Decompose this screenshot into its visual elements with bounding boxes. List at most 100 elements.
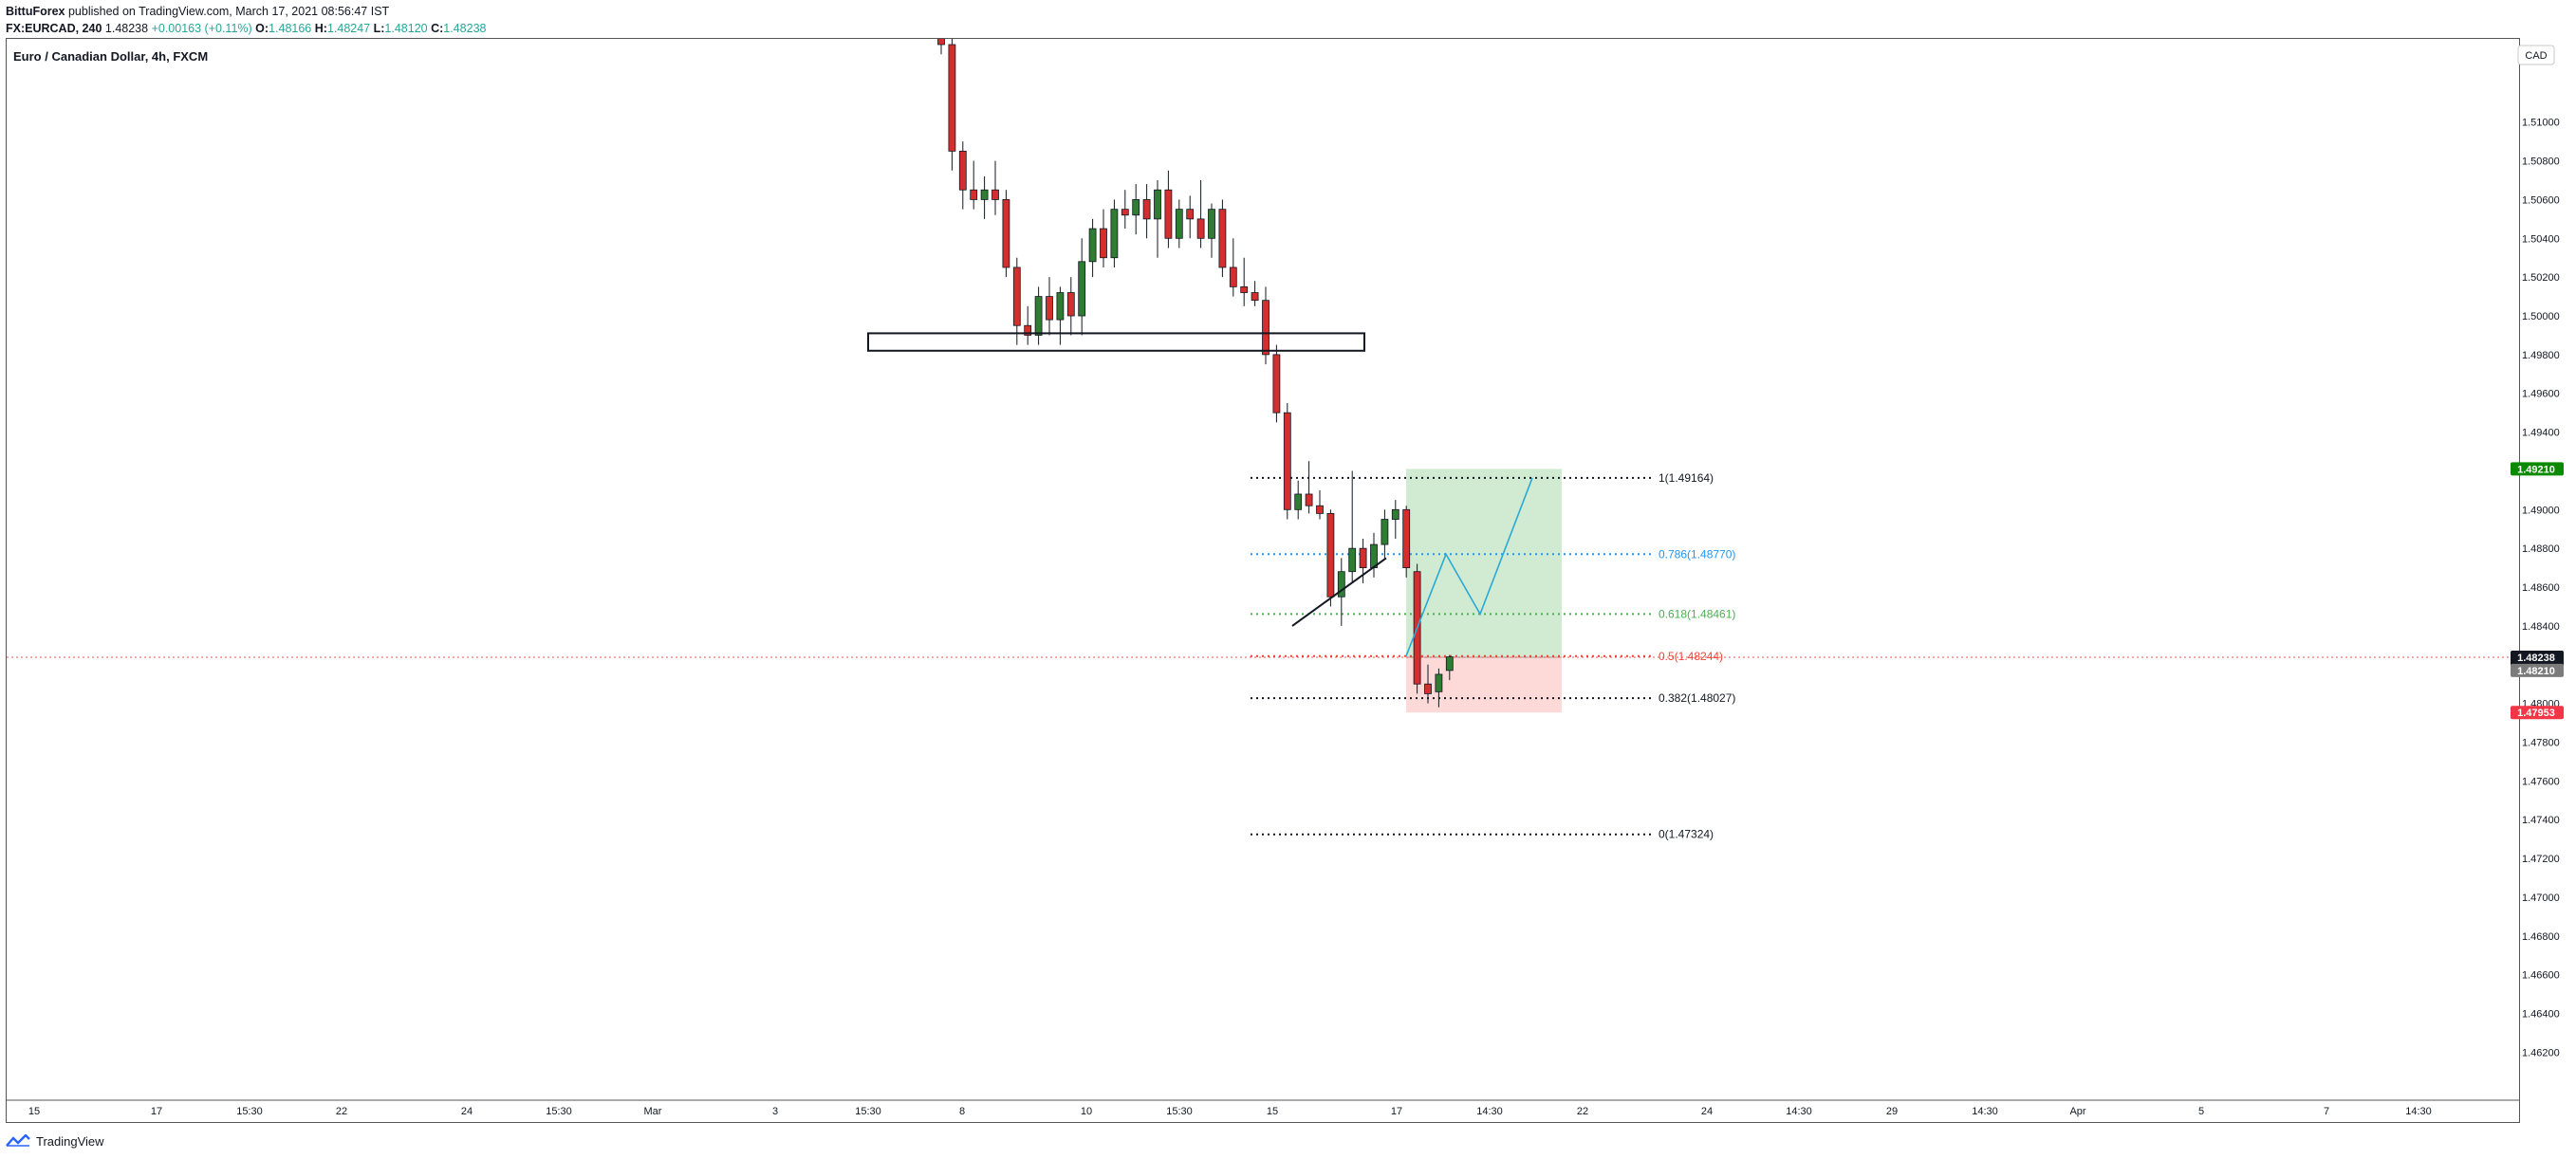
time-tick-label: 14:30 bbox=[1476, 1106, 1503, 1117]
candle-down bbox=[1186, 209, 1195, 220]
candle-down bbox=[1359, 547, 1367, 569]
time-tick-label: 24 bbox=[461, 1106, 473, 1117]
candle-down bbox=[1066, 292, 1075, 317]
close-value: 1.48238 bbox=[443, 22, 487, 35]
candles bbox=[937, 39, 1454, 708]
tradingview-logo-icon[interactable] bbox=[6, 1134, 30, 1148]
time-tick-label: 15 bbox=[28, 1106, 40, 1117]
drawings bbox=[867, 332, 1533, 657]
time-tick-label: 15:30 bbox=[236, 1106, 263, 1117]
candle bbox=[1034, 286, 1043, 345]
time-tick-label: 29 bbox=[1886, 1106, 1898, 1117]
time-tick-label: 3 bbox=[772, 1106, 778, 1117]
price-tick-label: 1.50000 bbox=[2522, 311, 2560, 322]
price-tag-target: 1.49210 bbox=[2511, 462, 2564, 476]
candle-down bbox=[1002, 199, 1010, 268]
price-tick-label: 1.47000 bbox=[2522, 892, 2560, 904]
candle bbox=[1218, 199, 1227, 278]
footer: TradingView bbox=[6, 1131, 104, 1151]
candle-down bbox=[1283, 412, 1291, 510]
candle-down bbox=[1196, 218, 1205, 239]
price-tick-label: 1.50800 bbox=[2522, 156, 2560, 168]
candle-down bbox=[1012, 267, 1021, 326]
chart-title: Euro / Canadian Dollar, 4h, FXCM bbox=[13, 49, 208, 64]
candle-up bbox=[1208, 209, 1215, 239]
candle-down bbox=[991, 189, 999, 200]
candle bbox=[1391, 500, 1399, 539]
currency-box[interactable] bbox=[2517, 45, 2555, 65]
candle bbox=[1272, 344, 1281, 423]
candle bbox=[1208, 203, 1215, 258]
candle-down bbox=[1024, 324, 1032, 336]
candle-up bbox=[980, 189, 989, 200]
price-tag-label: 1.48210 bbox=[2517, 666, 2555, 677]
position-zones bbox=[7, 469, 2519, 713]
trendline bbox=[1291, 557, 1387, 627]
footer-brand[interactable]: TradingView bbox=[36, 1133, 104, 1149]
candle-up bbox=[1034, 296, 1043, 336]
projection-path bbox=[1405, 477, 1533, 657]
candle-down bbox=[1121, 209, 1129, 216]
candle bbox=[1240, 257, 1249, 306]
price-tick-label: 1.49000 bbox=[2522, 505, 2560, 516]
price-tick-label: 1.46400 bbox=[2522, 1008, 2560, 1020]
candle bbox=[1294, 480, 1303, 520]
time-tick-label: 22 bbox=[1577, 1106, 1588, 1117]
candle-up bbox=[1056, 292, 1065, 321]
symbol-line: FX:EURCAD, 240 bbox=[6, 22, 102, 35]
author-name[interactable]: BittuForex bbox=[6, 5, 65, 18]
candle bbox=[1370, 532, 1378, 578]
candle-up bbox=[1391, 508, 1399, 520]
price-tag-bg bbox=[2511, 706, 2564, 720]
time-axis: 15 17 15:30 22 24 15:30 Mar 3 15:30 8 10 15:30 15 17 1… bbox=[7, 1099, 2519, 1117]
candle-down bbox=[1272, 354, 1281, 414]
chart-frame bbox=[6, 38, 2520, 1123]
price-tick-label: 1.47600 bbox=[2522, 776, 2560, 787]
fib-label-0.382: 0.382(1.48027) bbox=[1659, 691, 1735, 705]
candle bbox=[1229, 238, 1237, 297]
candle-down bbox=[1229, 267, 1237, 287]
price-tick-label: 1.48400 bbox=[2522, 621, 2560, 633]
price-tag-label: 1.47953 bbox=[2517, 708, 2555, 719]
candle bbox=[1348, 470, 1357, 583]
price-tag-bg bbox=[2511, 663, 2564, 677]
candle-down bbox=[1262, 300, 1269, 356]
candle-up bbox=[1154, 189, 1161, 220]
candle-down bbox=[1402, 508, 1411, 569]
candle bbox=[1154, 180, 1161, 258]
candle bbox=[1337, 558, 1345, 626]
time-tick-label: 24 bbox=[1701, 1106, 1713, 1117]
candle bbox=[1121, 190, 1129, 230]
high-label: H: bbox=[314, 22, 327, 35]
profit-zone bbox=[1406, 469, 1562, 657]
candle-up bbox=[1381, 519, 1389, 545]
candle bbox=[1283, 402, 1291, 520]
price-tick-label: 1.46200 bbox=[2522, 1047, 2560, 1058]
publish-info: published on TradingView.com, March 17, … bbox=[67, 5, 390, 18]
candle bbox=[991, 160, 999, 215]
candle-up bbox=[1337, 571, 1345, 598]
time-tick-label: 14:30 bbox=[1972, 1106, 1998, 1117]
fib-label-0.786: 0.786(1.48770) bbox=[1659, 547, 1735, 561]
price-change: +0.00163 (+0.11%) bbox=[151, 22, 252, 35]
candle bbox=[1142, 184, 1151, 239]
candle bbox=[980, 175, 989, 219]
price-tick-label: 1.46800 bbox=[2522, 931, 2560, 943]
time-tick-label: 8 bbox=[959, 1106, 965, 1117]
price-tick-label: 1.47400 bbox=[2522, 815, 2560, 826]
fib-label-0.5: 0.5(1.48244) bbox=[1659, 650, 1723, 663]
price-tick-label: 1.50400 bbox=[2522, 233, 2560, 245]
candle-down bbox=[1305, 493, 1313, 506]
candle-up bbox=[1445, 656, 1454, 671]
candle-down bbox=[958, 150, 967, 191]
candle-up bbox=[1175, 209, 1183, 239]
fib-label-1: 1(1.49164) bbox=[1659, 471, 1714, 485]
time-tick-label: 17 bbox=[151, 1106, 162, 1117]
time-tick-label: 10 bbox=[1081, 1106, 1092, 1117]
candle bbox=[970, 160, 978, 210]
time-tick-label: 14:30 bbox=[1786, 1106, 1812, 1117]
candle-down bbox=[948, 44, 956, 152]
candle bbox=[1100, 209, 1107, 267]
